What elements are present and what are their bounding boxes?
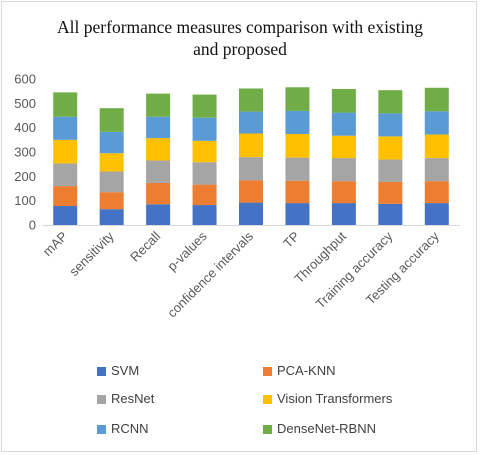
bar-segment-svm [378,203,403,225]
bar-segment-pca-knn [53,186,78,207]
chart-title-line-1: All performance measures comparison with… [57,17,423,37]
legend-label: DenseNet-RBNN [277,421,376,436]
x-tick-label: confidence intervals [164,228,256,320]
bar-segment-resnet [146,160,171,183]
chart-title-line-2: and proposed [193,39,287,59]
bar-segment-densenet-rbnn [285,87,310,111]
bar-segment-densenet-rbnn [331,88,356,113]
legend-label: SVM [111,363,140,378]
bar-segment-vision-transformers [99,153,124,172]
bar-segment-vision-transformers [331,135,356,159]
y-tick-label: 500 [14,96,36,111]
bar-segment-resnet [331,158,356,182]
x-tick-label: TP [280,229,302,251]
legend-swatch [97,425,106,434]
bar-segment-densenet-rbnn [99,108,124,132]
bar-segment-svm [146,204,171,225]
legend-swatch [263,425,272,434]
bar-segment-rcnn [424,111,449,135]
bar-segment-rcnn [378,113,403,137]
x-tick-label: Recall [127,228,163,264]
legend-swatch [97,367,106,376]
bar-segment-pca-knn [424,181,449,204]
bar-segment-rcnn [53,116,78,140]
bar-segment-pca-knn [146,182,171,205]
bar-segment-resnet [192,162,217,185]
bar-segment-resnet [99,171,124,193]
bar-segment-vision-transformers [378,136,403,160]
bar-segment-rcnn [99,131,124,154]
bar-segment-resnet [424,158,449,182]
y-tick-label: 400 [14,120,36,135]
legend-label: RCNN [111,421,149,436]
bar-segment-resnet [239,157,263,181]
bar-segment-rcnn [146,116,171,139]
bar-segment-vision-transformers [146,138,171,161]
bar-segment-densenet-rbnn [239,88,263,112]
bar-segment-densenet-rbnn [378,90,403,114]
bar-segment-resnet [53,163,78,187]
bar-segment-resnet [285,157,310,181]
y-tick-label: 100 [14,193,36,208]
x-tick-label: sensitivity [66,228,117,279]
bar-segment-svm [99,209,124,225]
bar-segment-rcnn [192,117,217,141]
chart-title: All performance measures comparison with… [0,16,480,60]
legend-label: ResNet [111,391,155,406]
bar-segment-resnet [378,159,403,182]
bar-segment-svm [239,202,263,225]
bar-segment-pca-knn [285,180,310,204]
x-tick-label: mAP [40,229,71,260]
bar-segment-densenet-rbnn [146,93,171,117]
bar-segment-densenet-rbnn [192,94,217,118]
y-tick-label: 200 [14,169,36,184]
bar-segment-rcnn [331,112,356,136]
bar-segment-vision-transformers [53,139,78,164]
bar-segment-pca-knn [378,181,403,204]
x-tick-label: p-values [164,228,210,274]
bar-segment-densenet-rbnn [53,92,78,117]
bar-segment-rcnn [239,111,263,134]
bar-segment-svm [285,203,310,225]
bar-segment-pca-knn [192,184,217,206]
bar-segment-svm [331,203,356,225]
bar-segment-densenet-rbnn [424,87,449,112]
legend-swatch [263,367,272,376]
bar-segment-pca-knn [331,181,356,204]
bar-segment-vision-transformers [424,134,449,159]
bar-segment-rcnn [285,110,310,134]
legend-label: Vision Transformers [277,391,393,406]
legend-label: PCA-KNN [277,363,336,378]
y-tick-label: 300 [14,145,36,160]
legend-swatch [97,395,106,404]
bar-segment-vision-transformers [285,133,310,158]
legend-swatch [263,395,272,404]
y-tick-label: 0 [29,218,36,233]
bar-segment-svm [192,205,217,225]
bar-segment-pca-knn [239,180,263,203]
bar-segment-vision-transformers [192,140,217,163]
bar-segment-svm [424,203,449,225]
bar-segment-vision-transformers [239,133,263,158]
bar-segment-svm [53,206,78,225]
bar-segment-pca-knn [99,192,124,210]
y-tick-label: 600 [14,72,36,87]
